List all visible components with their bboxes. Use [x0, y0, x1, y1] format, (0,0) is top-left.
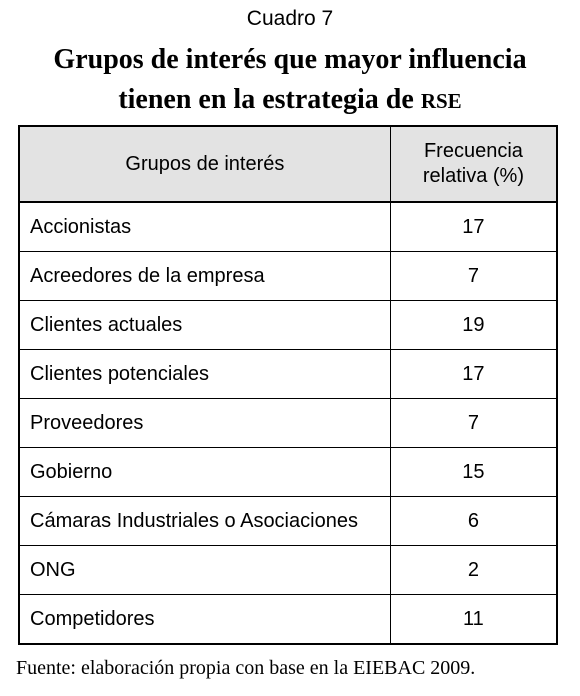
table-header: Grupos de interés Frecuencia relativa (%…	[18, 125, 558, 203]
header-frequency-line-2: relativa (%)	[422, 165, 524, 187]
group-cell: Competidores	[18, 594, 391, 645]
frequency-cell: 6	[389, 496, 558, 546]
frequency-cell: 17	[389, 349, 558, 399]
header-row: Grupos de interés Frecuencia relativa (%…	[18, 125, 558, 203]
group-cell: Gobierno	[18, 447, 391, 497]
group-cell: Cámaras Industriales o Asociaciones	[18, 496, 391, 546]
frequency-cell: 15	[389, 447, 558, 497]
table-row: Competidores 11	[18, 594, 558, 645]
table-row: Clientes actuales 19	[18, 300, 558, 350]
title-line-2: tienen en la estrategia de RSE	[0, 80, 580, 121]
frequency-cell: 2	[389, 545, 558, 595]
table-body: Accionistas 17 Acreedores de la empresa …	[18, 201, 558, 645]
header-frequency-line-1: Frecuencia	[423, 140, 523, 162]
title-abbreviation: RSE	[420, 89, 462, 113]
group-cell: Accionistas	[18, 201, 391, 252]
group-cell: Clientes actuales	[18, 300, 391, 350]
table-row: Proveedores 7	[18, 398, 558, 448]
frequency-cell: 7	[389, 398, 558, 448]
group-cell: ONG	[18, 545, 391, 595]
table-row: Accionistas 17	[18, 201, 558, 252]
table-row: Cámaras Industriales o Asociaciones 6	[18, 496, 558, 546]
data-table: Grupos de interés Frecuencia relativa (%…	[18, 125, 558, 645]
frequency-cell: 19	[389, 300, 558, 350]
source-note: Fuente: elaboración propia con base en l…	[16, 657, 476, 679]
table-row: ONG 2	[18, 545, 558, 595]
table-row: Clientes potenciales 17	[18, 349, 558, 399]
header-frequency: Frecuencia relativa (%)	[389, 125, 558, 203]
table-title: Grupos de interés que mayor influencia t…	[0, 40, 580, 121]
group-cell: Clientes potenciales	[18, 349, 391, 399]
group-cell: Proveedores	[18, 398, 391, 448]
frequency-cell: 11	[389, 594, 558, 645]
table-row: Gobierno 15	[18, 447, 558, 497]
title-line-2-text: tienen en la estrategia de	[118, 84, 421, 115]
group-cell: Acreedores de la empresa	[18, 251, 391, 301]
frequency-cell: 7	[389, 251, 558, 301]
table-row: Acreedores de la empresa 7	[18, 251, 558, 301]
title-line-1: Grupos de interés que mayor influencia	[53, 44, 527, 75]
header-group: Grupos de interés	[18, 125, 391, 203]
frequency-cell: 17	[389, 201, 558, 252]
table-caption: Cuadro 7	[246, 7, 334, 30]
